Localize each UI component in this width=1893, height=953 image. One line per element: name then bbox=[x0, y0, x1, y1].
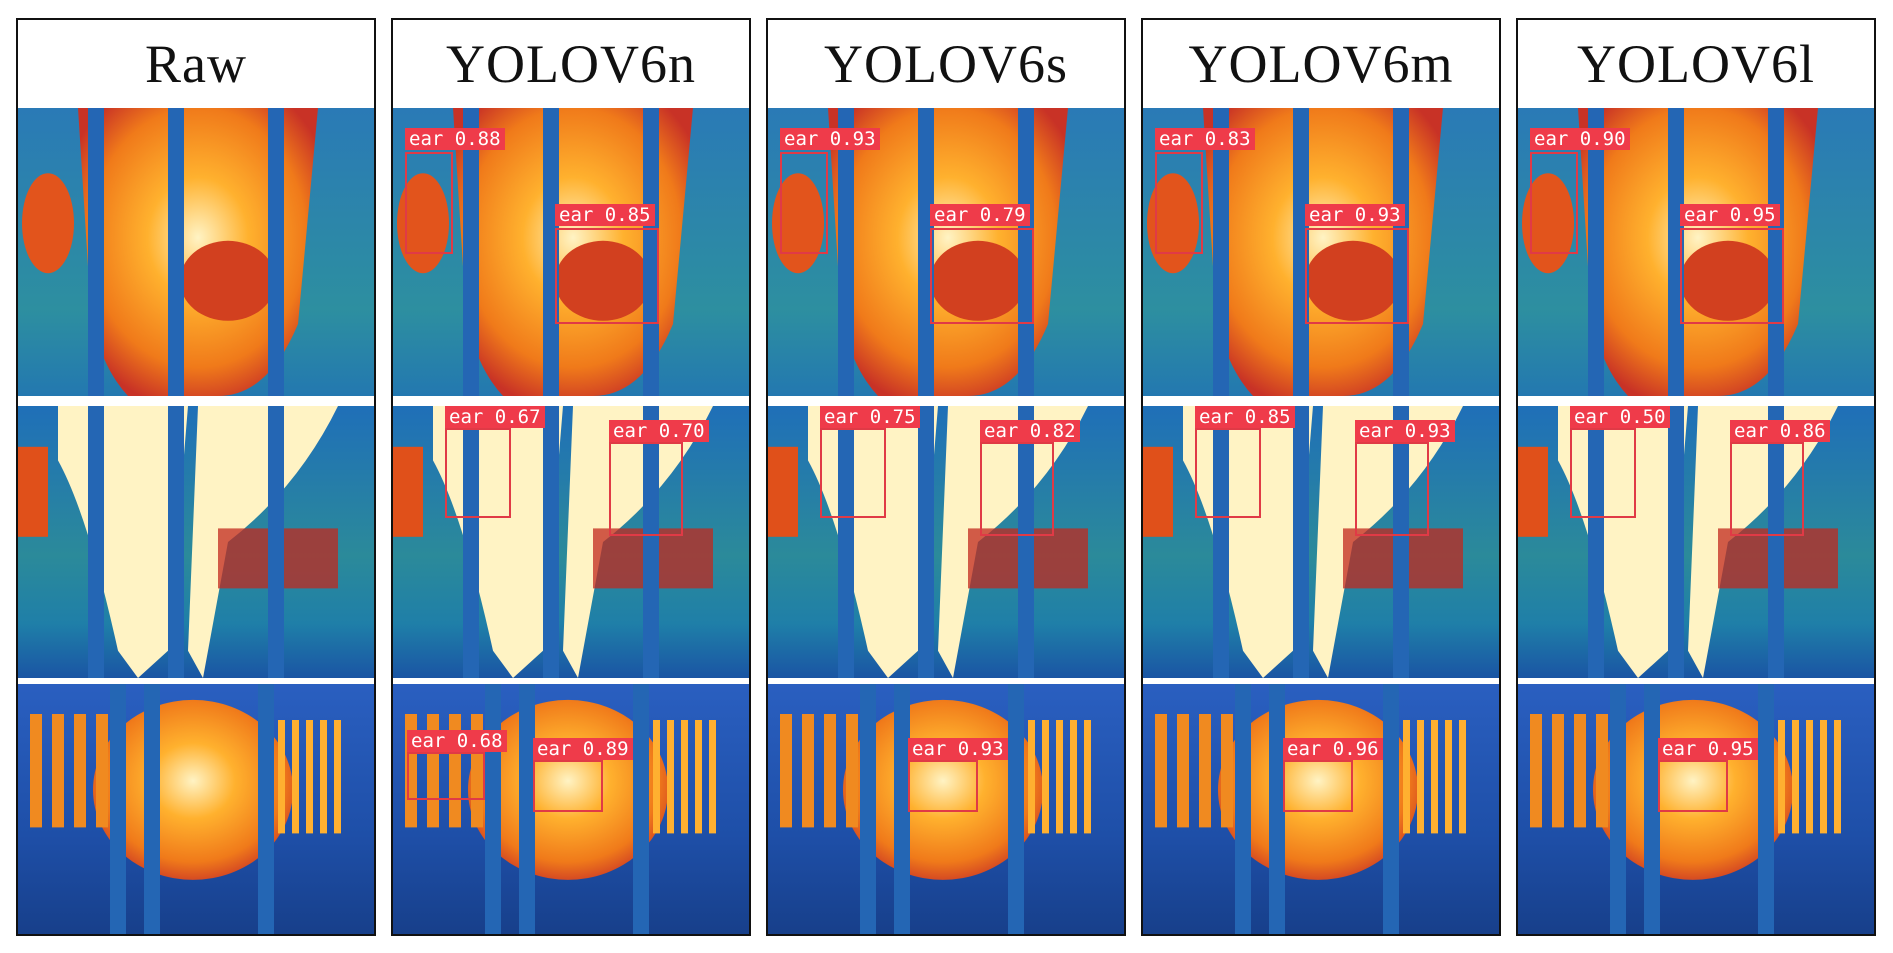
ear-detection-box bbox=[1355, 442, 1429, 536]
ear-detection-box bbox=[1530, 152, 1578, 254]
ear-detection-box bbox=[407, 752, 485, 800]
detection-label: ear 0.93 bbox=[908, 738, 1008, 760]
ear-detection-box bbox=[445, 428, 511, 518]
thermal-image-row-3: ear 0.96 bbox=[1143, 684, 1499, 934]
ear-detection-box bbox=[1680, 228, 1784, 324]
detection-label: ear 0.95 bbox=[1658, 738, 1758, 760]
column-yolov6n: YOLOV6n ear 0.88 ear 0.85 ear 0.67 ear 0.70 e… bbox=[391, 18, 751, 936]
thermal-image-row-2 bbox=[18, 406, 374, 678]
ear-detection-box bbox=[930, 228, 1034, 324]
ear-detection-box bbox=[609, 442, 683, 536]
ear-detection-box bbox=[1195, 428, 1261, 518]
thermal-image-row-3: ear 0.93 bbox=[768, 684, 1124, 934]
detection-label: ear 0.70 bbox=[609, 420, 709, 442]
thermal-image-row-1 bbox=[18, 108, 374, 396]
thermal-image-row-3: ear 0.68 ear 0.89 bbox=[393, 684, 749, 934]
ear-detection-box bbox=[1658, 760, 1728, 812]
ear-detection-box bbox=[533, 760, 603, 812]
detection-label: ear 0.93 bbox=[1305, 204, 1405, 226]
ear-detection-box bbox=[1283, 760, 1353, 812]
column-title: Raw bbox=[145, 34, 247, 94]
detection-label: ear 0.83 bbox=[1155, 128, 1255, 150]
detection-label: ear 0.93 bbox=[1355, 420, 1455, 442]
detection-label: ear 0.86 bbox=[1730, 420, 1830, 442]
detection-label: ear 0.67 bbox=[445, 406, 545, 428]
detection-label: ear 0.75 bbox=[820, 406, 920, 428]
detection-label: ear 0.79 bbox=[930, 204, 1030, 226]
thermal-image-row-2: ear 0.67 ear 0.70 bbox=[393, 406, 749, 678]
detection-label: ear 0.82 bbox=[980, 420, 1080, 442]
column-title: YOLOV6s bbox=[824, 34, 1068, 94]
column-title: YOLOV6m bbox=[1188, 34, 1454, 94]
ear-detection-box bbox=[1305, 228, 1409, 324]
detection-label: ear 0.90 bbox=[1530, 128, 1630, 150]
thermal-image-row-3 bbox=[18, 684, 374, 934]
ear-detection-box bbox=[980, 442, 1054, 536]
thermal-image-row-1: ear 0.83 ear 0.93 bbox=[1143, 108, 1499, 396]
detection-label: ear 0.85 bbox=[555, 204, 655, 226]
thermal-image-row-3: ear 0.95 bbox=[1518, 684, 1874, 934]
ear-detection-box bbox=[555, 228, 659, 324]
ear-detection-box bbox=[780, 152, 828, 254]
detection-label: ear 0.95 bbox=[1680, 204, 1780, 226]
detection-label: ear 0.50 bbox=[1570, 406, 1670, 428]
ear-detection-box bbox=[1155, 152, 1203, 254]
thermal-image-row-2: ear 0.75 ear 0.82 bbox=[768, 406, 1124, 678]
column-yolov6s: YOLOV6s ear 0.93 ear 0.79 ear 0.75 ear 0.82 e… bbox=[766, 18, 1126, 936]
ear-detection-box bbox=[908, 760, 978, 812]
detection-label: ear 0.96 bbox=[1283, 738, 1383, 760]
detection-label: ear 0.68 bbox=[407, 730, 507, 752]
detection-label: ear 0.93 bbox=[780, 128, 880, 150]
column-title: YOLOV6l bbox=[1577, 34, 1815, 94]
thermal-image-row-1: ear 0.93 ear 0.79 bbox=[768, 108, 1124, 396]
thermal-image-row-1: ear 0.88 ear 0.85 bbox=[393, 108, 749, 396]
ear-detection-box bbox=[1570, 428, 1636, 518]
thermal-image-row-2: ear 0.85 ear 0.93 bbox=[1143, 406, 1499, 678]
detection-label: ear 0.89 bbox=[533, 738, 633, 760]
column-raw: Raw bbox=[16, 18, 376, 936]
column-title: YOLOV6n bbox=[446, 34, 696, 94]
thermal-image-row-2: ear 0.50 ear 0.86 bbox=[1518, 406, 1874, 678]
ear-detection-box bbox=[820, 428, 886, 518]
column-yolov6m: YOLOV6m ear 0.83 ear 0.93 ear 0.85 ear 0.93 e… bbox=[1141, 18, 1501, 936]
column-yolov6l: YOLOV6l ear 0.90 ear 0.95 ear 0.50 ear 0.86 e… bbox=[1516, 18, 1876, 936]
ear-detection-box bbox=[405, 152, 453, 254]
detection-label: ear 0.88 bbox=[405, 128, 505, 150]
thermal-image-row-1: ear 0.90 ear 0.95 bbox=[1518, 108, 1874, 396]
ear-detection-box bbox=[1730, 442, 1804, 536]
detection-label: ear 0.85 bbox=[1195, 406, 1295, 428]
